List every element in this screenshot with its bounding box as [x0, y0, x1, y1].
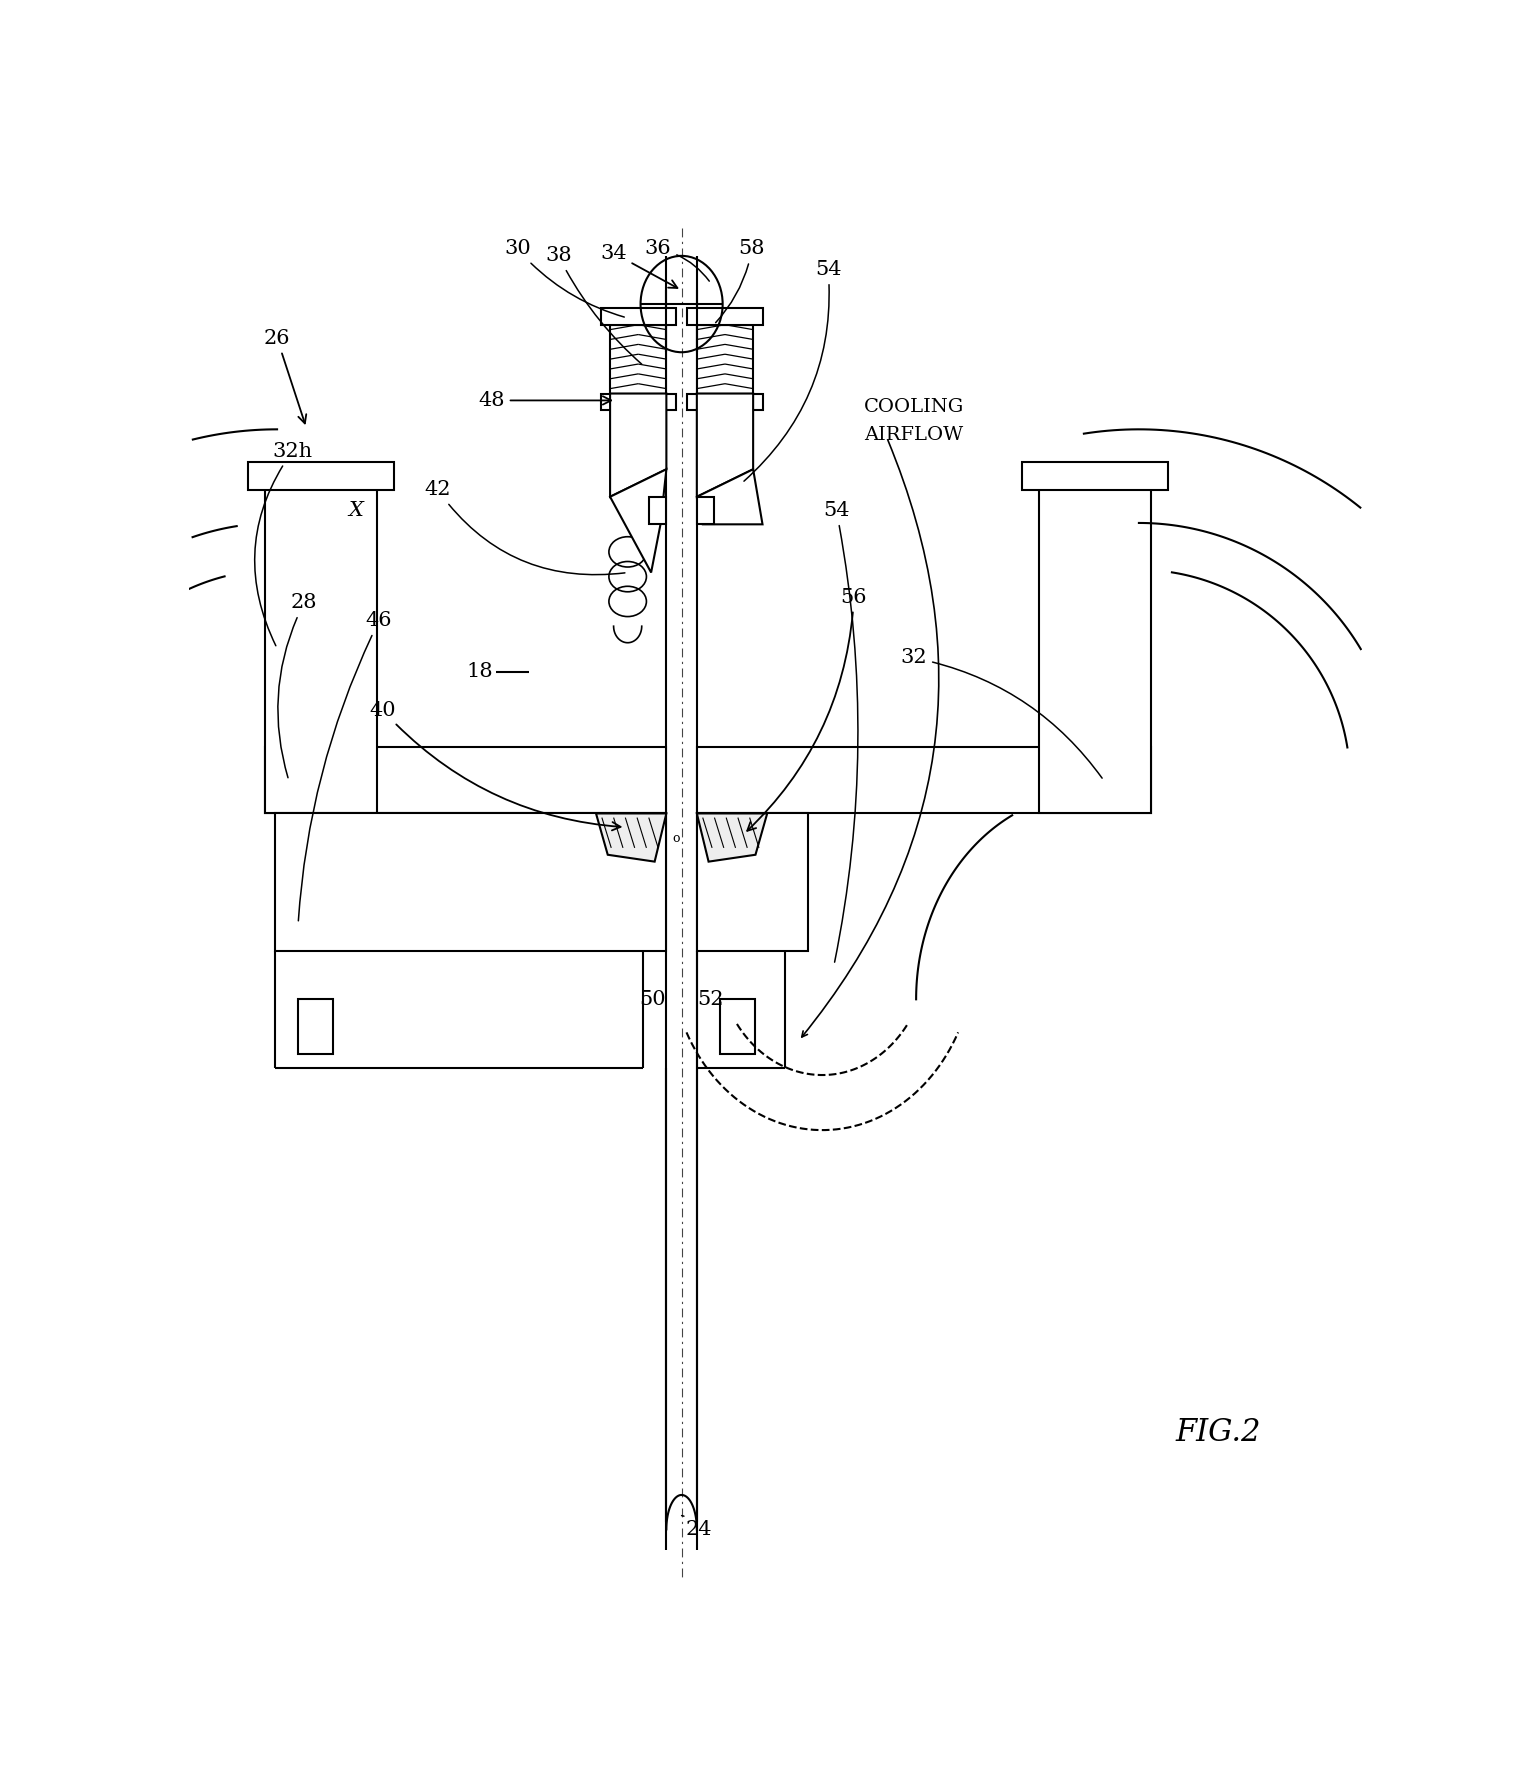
- Bar: [265, 483, 377, 814]
- Polygon shape: [596, 814, 666, 862]
- Bar: [610, 325, 666, 393]
- Polygon shape: [697, 814, 767, 862]
- Text: 30: 30: [504, 240, 625, 316]
- Bar: [687, 393, 763, 409]
- Text: 40: 40: [369, 701, 620, 830]
- Text: 32h: 32h: [254, 442, 312, 645]
- Text: AIRFLOW: AIRFLOW: [864, 426, 964, 443]
- Bar: [601, 308, 676, 325]
- Polygon shape: [610, 393, 666, 497]
- Bar: [687, 308, 763, 325]
- Bar: [601, 393, 676, 409]
- Text: 18: 18: [466, 662, 493, 681]
- Bar: [298, 999, 333, 1055]
- Polygon shape: [697, 393, 753, 497]
- Text: FIG.2: FIG.2: [1176, 1418, 1262, 1448]
- Text: COOLING: COOLING: [864, 399, 964, 417]
- Polygon shape: [697, 468, 763, 524]
- Bar: [248, 463, 395, 490]
- Text: 42: 42: [425, 481, 625, 574]
- Polygon shape: [610, 468, 666, 572]
- Bar: [1021, 463, 1168, 490]
- Text: 54: 54: [823, 501, 858, 962]
- Bar: [697, 497, 714, 524]
- Bar: [720, 999, 755, 1055]
- Text: 48: 48: [478, 392, 611, 409]
- Text: 26: 26: [263, 329, 306, 424]
- Bar: [697, 325, 753, 393]
- Text: 58: 58: [716, 240, 766, 322]
- Text: 28: 28: [278, 594, 318, 778]
- Text: o: o: [672, 831, 679, 844]
- Text: 46: 46: [298, 611, 392, 921]
- Bar: [697, 814, 808, 951]
- Text: 38: 38: [545, 247, 642, 365]
- Bar: [697, 747, 1151, 814]
- Text: 24: 24: [681, 1516, 713, 1539]
- Text: X: X: [348, 501, 363, 520]
- Text: 32: 32: [900, 649, 1101, 778]
- Text: 34: 34: [601, 243, 678, 288]
- Text: 54: 54: [744, 259, 841, 481]
- Bar: [1039, 483, 1151, 814]
- Text: 36: 36: [645, 240, 710, 281]
- Text: 50: 50: [638, 991, 666, 1008]
- Text: 52: 52: [697, 991, 725, 1008]
- Bar: [275, 814, 666, 951]
- Text: 56: 56: [747, 588, 867, 831]
- Bar: [265, 747, 666, 814]
- Bar: [649, 497, 666, 524]
